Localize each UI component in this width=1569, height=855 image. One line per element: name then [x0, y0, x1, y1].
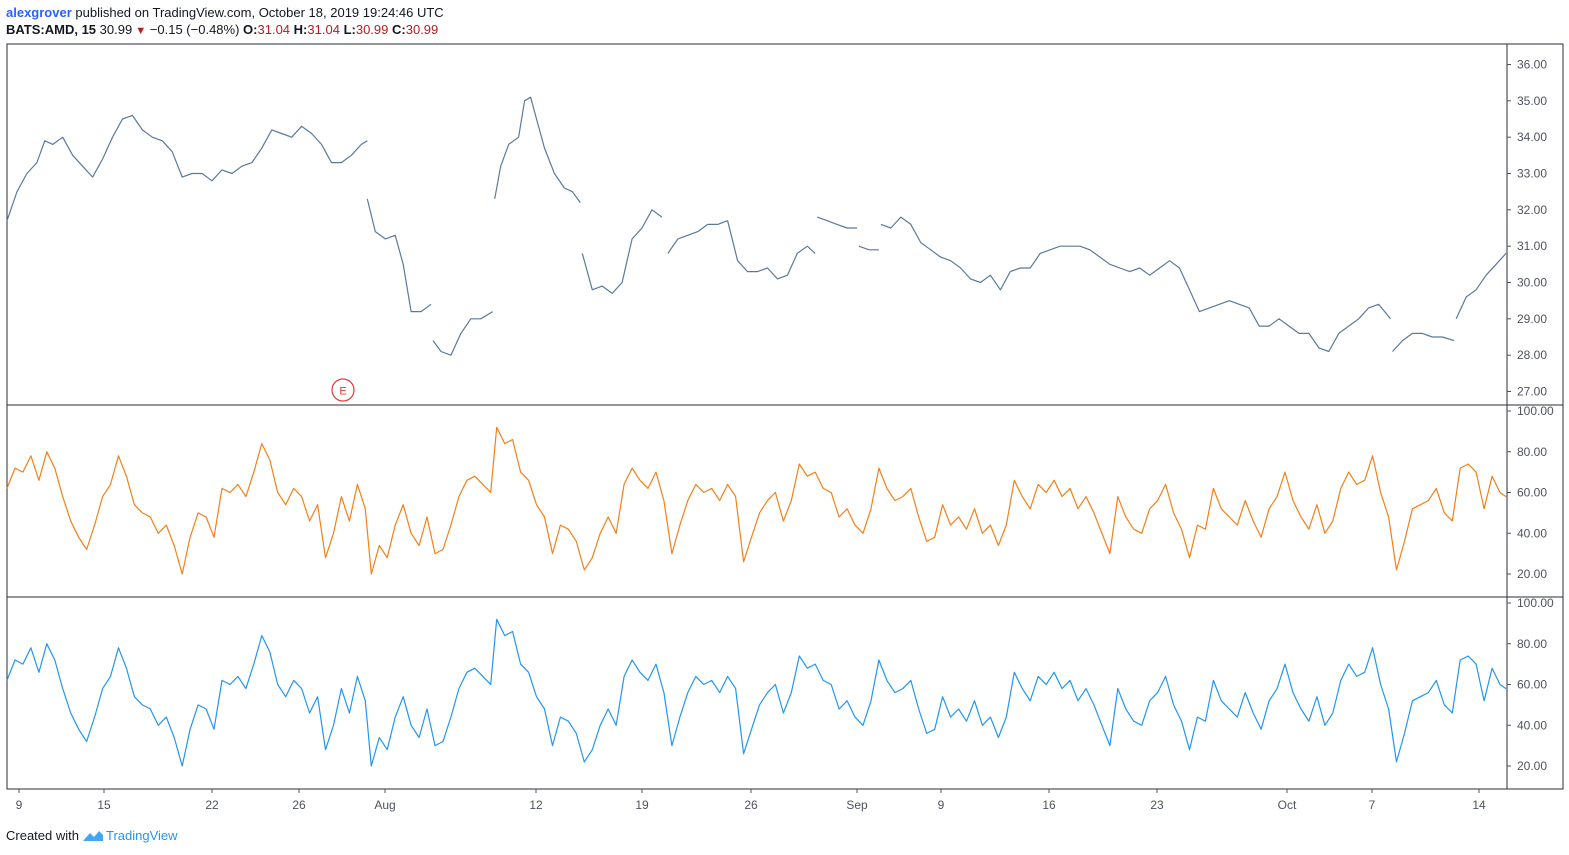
x-tick-label: Sep [846, 798, 868, 812]
x-tick-label: 19 [635, 798, 649, 812]
publish-info: alexgrover published on TradingView.com,… [6, 5, 444, 20]
y-tick-label: 20.00 [1517, 759, 1547, 773]
y-tick-label: 28.00 [1517, 348, 1547, 362]
price-axis-frame [1506, 43, 1564, 790]
price-change: −0.15 (−0.48%) [149, 22, 240, 37]
oscillator-1-line [6, 426, 1507, 575]
oscillator-2-line [6, 618, 1507, 767]
x-tick-label: Oct [1278, 798, 1297, 812]
high-value: 31.04 [307, 22, 340, 37]
x-tick-label: 9 [938, 798, 945, 812]
x-tick-label: 7 [1369, 798, 1376, 812]
earnings-marker-label: E [339, 386, 346, 398]
chart-frame [6, 43, 1508, 790]
y-tick-label: 40.00 [1517, 526, 1547, 540]
x-tick-label: 16 [1042, 798, 1056, 812]
x-tick-label: 9 [16, 798, 23, 812]
y-tick-label: 80.00 [1517, 637, 1547, 651]
y-tick-label: 100.00 [1517, 596, 1554, 610]
x-tick-label: 14 [1472, 798, 1486, 812]
x-tick-label: Aug [374, 798, 395, 812]
y-tick-label: 60.00 [1517, 486, 1547, 500]
author-link[interactable]: alexgrover [6, 5, 72, 20]
earnings-marker[interactable] [331, 378, 355, 402]
low-value: 30.99 [355, 22, 389, 37]
y-tick-label: 29.00 [1517, 312, 1547, 326]
published-text: published on TradingView.com, October 18… [71, 5, 444, 20]
y-tick-label: 32.00 [1517, 203, 1547, 217]
x-tick-label: 23 [1150, 798, 1164, 812]
y-tick-label: 36.00 [1517, 58, 1547, 72]
last-price: 30.99 [99, 22, 133, 37]
symbol-legend: BATS:AMD, 15 30.99 ▼ −0.15 (−0.48%) O:31… [6, 22, 438, 37]
close-value: 30.99 [405, 22, 439, 37]
x-tick-label: 26 [292, 798, 306, 812]
x-tick-label: 15 [97, 798, 111, 812]
y-tick-label: 20.00 [1517, 567, 1547, 581]
low-label: L: [343, 22, 356, 37]
price-line [6, 96, 1507, 356]
y-tick-label: 30.00 [1517, 276, 1547, 290]
x-tick-label: 26 [744, 798, 758, 812]
y-tick-label: 60.00 [1517, 678, 1547, 692]
footer: Created with TradingView [6, 828, 178, 843]
y-tick-label: 34.00 [1517, 130, 1547, 144]
symbol-label[interactable]: BATS:AMD, 15 [6, 22, 97, 37]
y-tick-label: 33.00 [1517, 167, 1547, 181]
x-tick-label: 12 [529, 798, 543, 812]
tradingview-logo-icon [82, 831, 103, 841]
high-label: H: [293, 22, 308, 37]
down-triangle-icon: ▼ [132, 25, 147, 37]
open-value: 31.04 [257, 22, 291, 37]
created-with-text: Created with [6, 828, 79, 843]
y-tick-label: 31.00 [1517, 239, 1547, 253]
y-tick-label: 40.00 [1517, 718, 1547, 732]
y-tick-label: 100.00 [1517, 404, 1554, 418]
y-tick-label: 80.00 [1517, 445, 1547, 459]
y-tick-label: 35.00 [1517, 94, 1547, 108]
tradingview-brand[interactable]: TradingView [105, 828, 178, 843]
close-label: C: [392, 22, 406, 37]
x-tick-label: 22 [205, 798, 219, 812]
y-tick-label: 27.00 [1517, 385, 1547, 399]
open-label: O: [243, 22, 258, 37]
